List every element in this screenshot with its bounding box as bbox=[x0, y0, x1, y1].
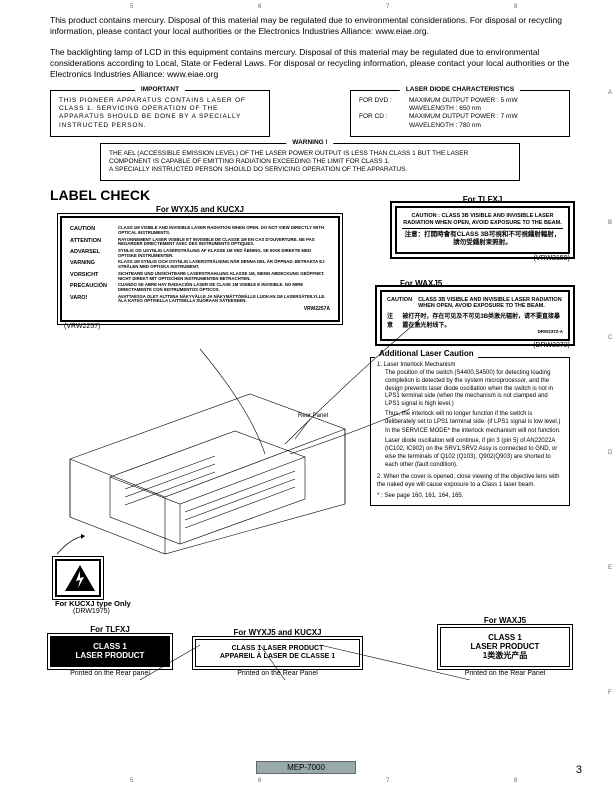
vrw2159-code: (VRW2159) bbox=[395, 255, 570, 262]
waxj5-zhuyi: 注意 bbox=[387, 311, 396, 329]
for-tlfxj: For TLFXJ bbox=[395, 195, 570, 204]
printed-rear-3: Printed on the Rear Panel bbox=[440, 670, 570, 677]
warning-title: WARNING ! bbox=[286, 139, 333, 147]
svg-text:Rear Panel: Rear Panel bbox=[298, 413, 328, 419]
bottom-for-wyxj5: For WYXJ5 and KUCXJ bbox=[195, 628, 360, 637]
caution-row-label: CAUTION bbox=[70, 226, 118, 235]
waxj5-caution: CAUTION bbox=[387, 297, 412, 309]
ruler-top: 5 6 7 8 bbox=[0, 4, 612, 14]
caution-row-text: RAYONNEMENT LASER VISIBLE ET INVISIBLE D… bbox=[118, 238, 330, 247]
caution-row-text: CLASS 1M VISIBLE AND INVISIBLE LASER RAD… bbox=[118, 226, 330, 235]
cd-power: MAXIMUM OUTPUT POWER : 7 mW bbox=[409, 113, 561, 121]
tlfxj-cn: 注意：打開時會有CLASS 3B可視和不可視鐳射輻射，請勿受鐳射束照射。 bbox=[402, 228, 563, 247]
waxj5-zhuyi-body: 被打开时，存在可见及不可见3B类激光辐射，请不要直接暴露在激光射线下。 bbox=[402, 311, 563, 329]
bottom-for-waxj5: For WAXJ5 bbox=[440, 616, 570, 625]
ruler-bottom: 5 6 7 8 bbox=[0, 778, 612, 788]
important-box: IMPORTANT THIS PIONEER APPARATUS CONTAIN… bbox=[50, 90, 270, 137]
vrw2257-code: (VRW2257) bbox=[64, 323, 340, 330]
class1-label-tlfxj: CLASS 1 LASER PRODUCT bbox=[50, 636, 170, 666]
drw1975-code: (DRW1975) bbox=[73, 608, 131, 615]
cd-wave: WAVELENGTH : 780 nm bbox=[409, 122, 561, 130]
laser-diode-box: LASER DIODE CHARACTERISTICS FOR DVD : MA… bbox=[350, 90, 570, 137]
caution-row-label: ATTENTION bbox=[70, 238, 118, 247]
class1-label-french: CLASS 1 LASER PRODUCT APPAREIL À LASER D… bbox=[195, 639, 360, 667]
laser-diode-title: LASER DIODE CHARACTERISTICS bbox=[400, 86, 520, 94]
caution-row-text: AVATTAESSA OLET ALTTIINA NÄKYVÄLLE JA NÄ… bbox=[118, 295, 330, 304]
add-item1-head: 1. Laser Interlock Mechanism bbox=[377, 362, 563, 370]
class1-label-chinese: CLASS 1 LASER PRODUCT 1类激光产品 bbox=[440, 627, 570, 667]
waxj5-caution-body: CLASS 3B VISIBLE AND INVISIBLE LASER RAD… bbox=[418, 297, 563, 309]
bottom-for-tlfxj: For TLFXJ bbox=[50, 625, 170, 634]
additional-caution-box: Additional Laser Caution 1. Laser Interl… bbox=[370, 357, 570, 506]
add-item1-p1: The position of the switch (S4400,S4500)… bbox=[377, 370, 563, 409]
warning-body: THE AEL (ACCESSIBLE EMISSION LEVEL) OF T… bbox=[109, 150, 511, 174]
additional-title: Additional Laser Caution bbox=[375, 349, 478, 359]
caution-row-text: SICHTBARE UND UNSICHTBARE LASERSTRAHLUNG… bbox=[118, 272, 330, 281]
caution-row-text: CUANDO SE ABRE HAY RADIACIÓN LÁSER DE CL… bbox=[118, 283, 330, 292]
caution-row-label: PRECAUCIÓN bbox=[70, 283, 118, 292]
important-title: IMPORTANT bbox=[135, 86, 185, 94]
leader-arrow-icon bbox=[55, 534, 85, 559]
caution-row-label: VORSICHT bbox=[70, 272, 118, 281]
for-wyxj5-kucxj: For WYXJ5 and KUCXJ bbox=[60, 205, 340, 214]
waxj5-label-box: CAUTION CLASS 3B VISIBLE AND INVISIBLE L… bbox=[380, 290, 570, 341]
add-item1-p4: Laser diode oscillation will continue, i… bbox=[377, 438, 563, 469]
dvd-wave: WAVELENGTH : 650 nm bbox=[409, 105, 561, 113]
caution-row-label: VARO! bbox=[70, 295, 118, 304]
add-item2: 2. When the cover is opened, close viewi… bbox=[377, 474, 563, 490]
page-number: 3 bbox=[576, 764, 582, 776]
caution-code: VRW2257A bbox=[70, 306, 330, 312]
warning-box: WARNING ! THE AEL (ACCESSIBLE EMISSION L… bbox=[100, 143, 520, 181]
add-item1-p2: Thus, the interlock will no longer funct… bbox=[377, 411, 563, 427]
dvd-power: MAXIMUM OUTPUT POWER : 5 mW bbox=[409, 97, 561, 105]
caution-row-label: VARNING bbox=[70, 260, 118, 269]
mercury-warning-2: The backlighting lamp of LCD in this equ… bbox=[50, 47, 570, 80]
electric-warning-label bbox=[55, 559, 101, 597]
add-foot: * : See page 160, 161, 164, 165. bbox=[377, 493, 563, 501]
printed-rear-2: Printed on the Rear Panel bbox=[195, 670, 360, 677]
printed-rear-1: Printed on the Rear panel bbox=[50, 670, 170, 677]
caution-row-label: ADVARSEL bbox=[70, 249, 118, 258]
waxj5-code: DRW2372-A bbox=[387, 329, 563, 334]
caution-row-text: SYNLIG OG USYNLIG LASERSTRÅLING AF KLASS… bbox=[118, 249, 330, 258]
tlfxj-label-box: CAUTION : CLASS 3B VISIBLE AND INVISIBLE… bbox=[395, 206, 570, 254]
model-footer: MEP-7000 bbox=[256, 761, 356, 774]
caution-label-box: CAUTIONCLASS 1M VISIBLE AND INVISIBLE LA… bbox=[60, 216, 340, 322]
dvd-label: FOR DVD : bbox=[359, 97, 409, 105]
add-item1-p3: In the SERVICE MODE* the interlock mecha… bbox=[377, 428, 563, 436]
mercury-warning-1: This product contains mercury. Disposal … bbox=[50, 15, 570, 37]
important-body: THIS PIONEER APPARATUS CONTAINS LASER OF… bbox=[59, 97, 261, 130]
device-diagram: Rear Panel bbox=[50, 349, 360, 559]
for-waxj5: For WAXJ5 bbox=[400, 279, 570, 288]
cd-label: FOR CD : bbox=[359, 113, 409, 121]
caution-row-text: KLASS 1M SYNLIG OCH OSYNLIG LASERSTRÅLNI… bbox=[118, 260, 330, 269]
kucxj-only-text: For KUCXJ type Only bbox=[55, 599, 131, 608]
tlfxj-en: CAUTION : CLASS 3B VISIBLE AND INVISIBLE… bbox=[402, 213, 563, 226]
